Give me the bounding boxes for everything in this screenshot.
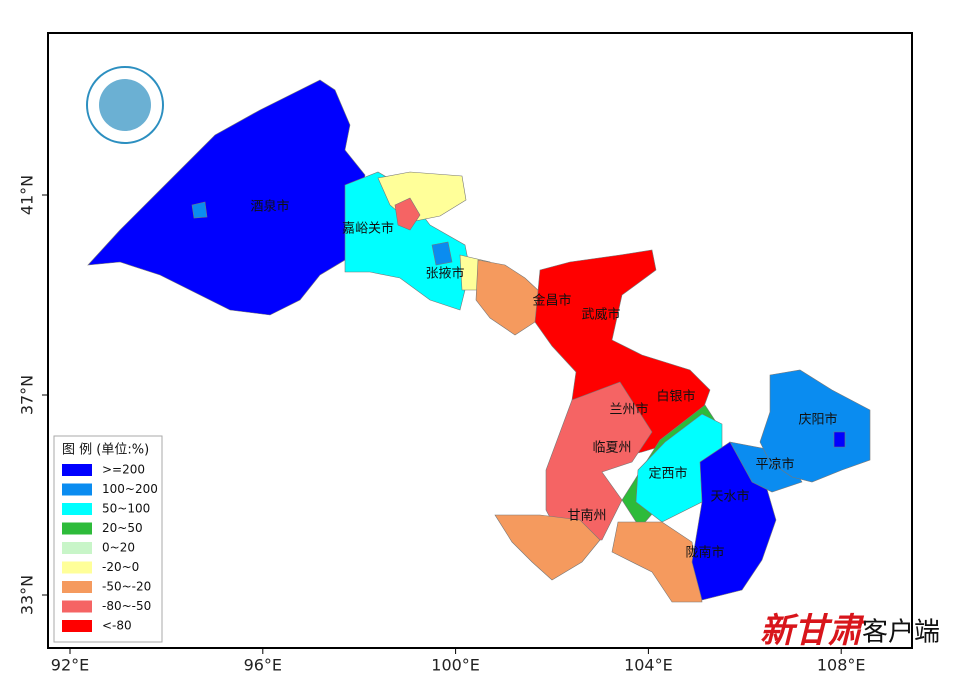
region [87,79,366,316]
x-tick-label: 104°E [624,656,673,675]
legend-label: 20~50 [102,521,143,535]
city-label: 陇南市 [685,545,724,561]
region [759,369,871,483]
legend-label: -80~-50 [102,599,151,613]
city-label: 兰州市 [609,402,648,418]
city-label: 白银市 [656,389,695,405]
region [494,514,601,581]
watermark-suffix: 客户端 [862,618,940,648]
legend: 图 例 (单位:%) >=200 100~200 50~100 20~50 0~20 -2… [53,435,163,643]
x-tick-label: 100°E [431,656,480,675]
region [394,197,421,231]
city-label: 庆阳市 [798,412,837,428]
city-label: 张掖市 [425,266,464,282]
y-tick-label: 37°N [18,375,37,415]
legend-label: >=200 [102,463,145,477]
legend-swatch [62,522,92,535]
legend-swatch [62,581,92,593]
city-label: 武威市 [581,307,620,323]
city-label: 定西市 [648,466,687,482]
legend-label: <-80 [102,619,132,633]
legend-label: 50~100 [102,502,150,516]
city-label: 金昌市 [532,293,571,309]
legend-swatch [62,620,92,632]
x-tick-label: 108°E [817,656,866,675]
region [611,521,703,603]
map-frame [47,32,913,649]
city-label: 临夏州 [592,441,631,456]
watermark-brand: 新甘肃 [760,611,867,651]
city-label: 平凉市 [755,457,794,473]
region [191,201,208,219]
axes: 92°E 96°E 100°E 104°E 108°E 41°N 37°N 33°N [18,175,866,675]
logo-globe [99,79,151,131]
legend-swatch [62,483,92,496]
city-label: 嘉峪关市 [342,221,394,237]
city-label: 酒泉市 [250,199,289,215]
legend-swatch [62,464,92,476]
legend-label: -50~-20 [102,580,151,594]
legend-swatch [62,600,92,613]
y-tick-label: 33°N [18,575,37,615]
y-tick-label: 41°N [18,175,37,215]
legend-label: 0~20 [102,541,135,555]
legend-title: 图 例 (单位:%) [62,443,149,458]
legend-swatch [62,542,92,554]
legend-label: 100~200 [102,482,158,496]
region [431,241,453,266]
city-label: 甘南州 [567,508,606,524]
region [833,431,846,448]
regions [87,79,871,603]
legend-swatch [62,503,92,515]
legend-swatch [62,561,92,574]
x-tick-label: 92°E [51,656,89,675]
legend-label: -20~0 [102,560,139,574]
logo [86,66,164,144]
x-tick-label: 96°E [244,656,282,675]
city-label: 天水市 [710,489,749,505]
